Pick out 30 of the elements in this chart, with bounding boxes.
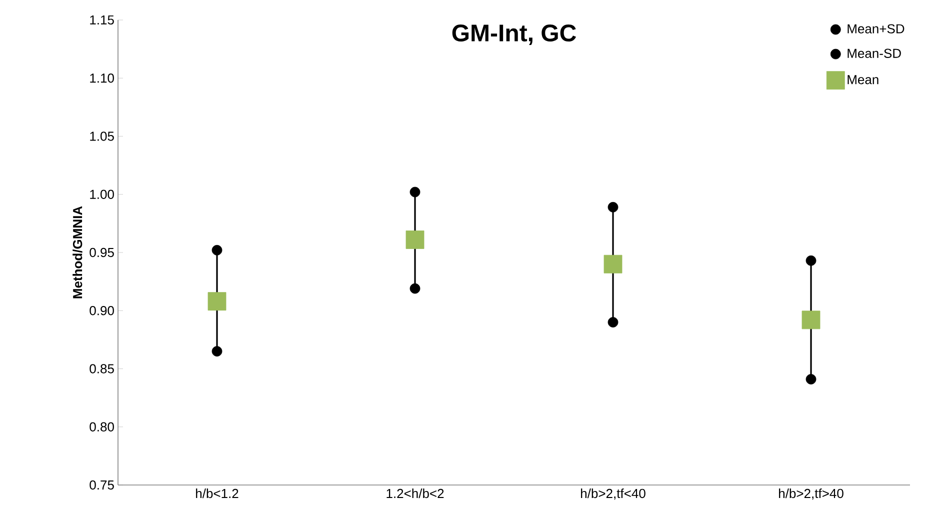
y-tick-label: 0.85 — [90, 364, 114, 374]
point — [608, 317, 618, 328]
x-tick-label: 1.2<h/b<2 — [386, 488, 444, 498]
point — [212, 244, 222, 256]
point — [410, 186, 420, 198]
point — [608, 202, 618, 212]
legend-label: Mean-SD — [848, 48, 901, 58]
point — [802, 310, 820, 330]
x-tick-label: h/b<1.2 — [196, 488, 238, 498]
y-tick-label: 0.75 — [90, 480, 114, 490]
point — [212, 346, 222, 357]
chart-title: GM-Int, GC — [452, 24, 576, 45]
point — [406, 230, 424, 249]
legend-label: Mean — [848, 75, 878, 84]
y-tick-label: 0.80 — [90, 422, 114, 432]
y-tick-label: 1.00 — [90, 190, 114, 199]
x-tick-label: h/b>2,tf<40 — [581, 488, 646, 500]
point — [208, 292, 226, 311]
point — [604, 254, 622, 274]
x-tick-label: h/b>2,tf>40 — [779, 488, 844, 500]
y-tick-label: 0.90 — [90, 306, 114, 316]
point — [410, 283, 420, 294]
y-tick-label: 1.10 — [90, 74, 114, 83]
y-tick-label: 1.05 — [90, 132, 114, 141]
legend-label: Mean+SD — [848, 24, 904, 34]
point — [806, 255, 816, 266]
y-axis-title: Method/GMNIA — [72, 206, 82, 298]
y-tick-label: 1.15 — [90, 15, 114, 25]
point — [806, 374, 816, 384]
y-tick-label: 0.95 — [90, 248, 114, 258]
